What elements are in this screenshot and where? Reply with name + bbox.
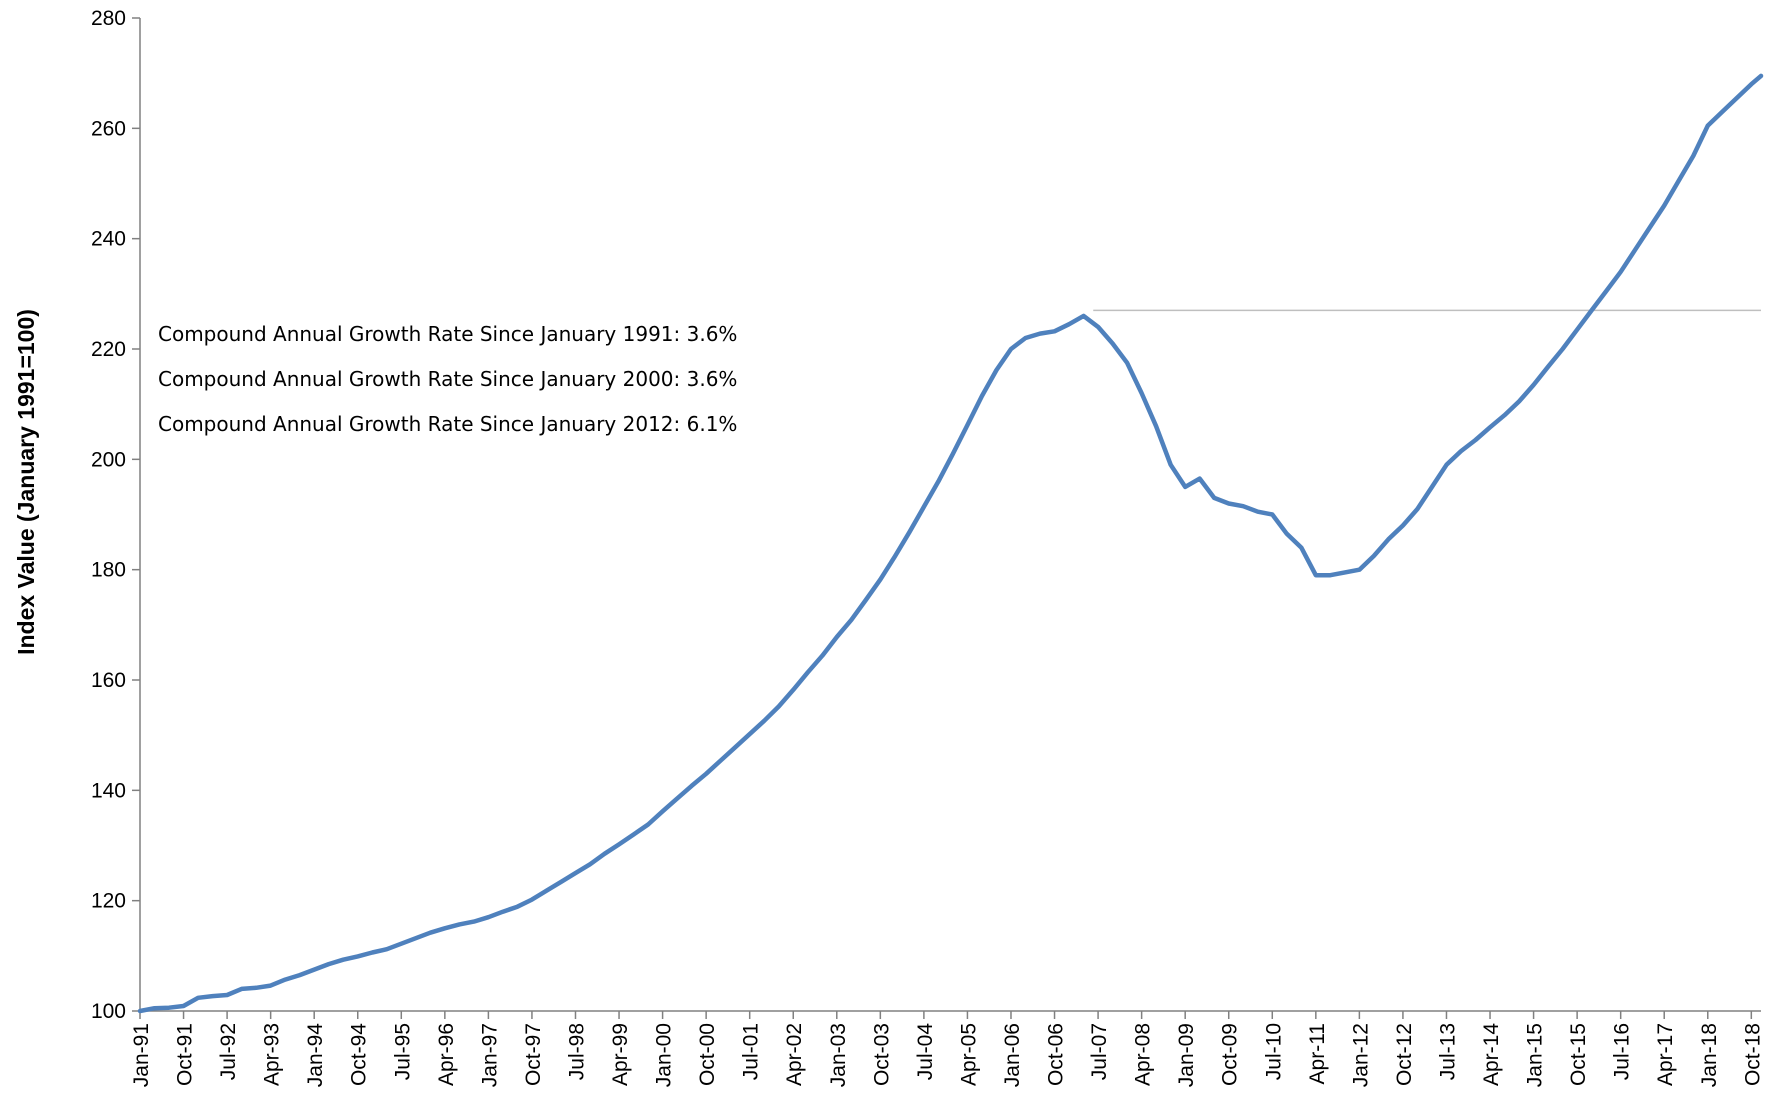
x-tick-label: Jan-94: [304, 1023, 327, 1088]
x-tick-label: Oct-06: [1045, 1023, 1068, 1086]
x-tick-label: Oct-15: [1567, 1023, 1590, 1086]
x-tick-label: Oct-18: [1741, 1023, 1764, 1086]
x-tick-label: Jan-12: [1349, 1023, 1372, 1087]
x-tick-label: Oct-09: [1219, 1023, 1242, 1086]
x-tick-label: Apr-05: [957, 1023, 980, 1086]
x-tick-label: Jul-07: [1088, 1023, 1111, 1080]
x-tick-label: Jan-15: [1524, 1023, 1547, 1087]
x-tick-label: Jul-10: [1262, 1023, 1285, 1080]
y-tick-label: 280: [91, 7, 126, 30]
x-tick-label: Oct-94: [348, 1023, 371, 1086]
x-tick-label: Oct-97: [522, 1023, 545, 1086]
x-tick-label: Oct-91: [174, 1023, 197, 1086]
x-tick-label: Apr-02: [783, 1023, 806, 1086]
series-line: [137, 73, 1764, 1014]
y-axis-title: Index Value (January 1991=100): [13, 309, 39, 655]
x-tick-label: Apr-08: [1132, 1023, 1155, 1086]
x-tick-label: Apr-96: [435, 1023, 458, 1086]
x-tick-label: Jul-01: [740, 1023, 763, 1080]
y-tick-label: 120: [91, 890, 126, 913]
y-tick-label: 200: [91, 448, 126, 471]
y-tick-label: 140: [91, 779, 126, 802]
x-tick-label: Jul-92: [217, 1023, 240, 1080]
y-tick-label: 240: [91, 228, 126, 251]
x-tick-label: Jul-04: [914, 1023, 937, 1081]
x-tick-label: Jul-13: [1436, 1023, 1459, 1080]
x-tick-label: Jul-98: [565, 1023, 588, 1080]
series-layer: [137, 73, 1764, 1014]
x-tick-label: Oct-00: [696, 1023, 719, 1086]
x-tick-label: Jul-95: [391, 1023, 414, 1080]
y-tick-label: 160: [91, 669, 126, 692]
x-tick-label: Apr-99: [609, 1023, 632, 1086]
y-tick-label: 220: [91, 338, 126, 361]
annotation-layer: Compound Annual Growth Rate Since Januar…: [158, 322, 737, 436]
x-axis: Jan-91 Oct-91 Jul-92 Apr-93 Jan-94 Oct-94 Jul-…: [130, 1010, 1764, 1088]
x-tick-label: Jan-97: [478, 1023, 501, 1087]
x-tick-label: Jan-18: [1698, 1023, 1721, 1087]
x-tick-label: Oct-12: [1393, 1023, 1416, 1086]
x-tick-label: Jan-00: [653, 1023, 676, 1087]
x-tick-label: Apr-14: [1480, 1023, 1503, 1086]
y-tick-label: 180: [91, 559, 126, 582]
cagr-annotation: Compound Annual Growth Rate Since Januar…: [158, 367, 737, 391]
x-tick-label: Jan-06: [1001, 1023, 1024, 1087]
cagr-annotation: Compound Annual Growth Rate Since Januar…: [158, 412, 737, 436]
y-tick-label: 100: [91, 1000, 126, 1023]
y-tick-label: 260: [91, 117, 126, 140]
x-tick-label: Apr-11: [1306, 1023, 1329, 1084]
x-tick-label: Jan-91: [130, 1023, 153, 1087]
y-axis: 100 120 140 160 180 200 220 240 260 280: [91, 7, 141, 1023]
x-tick-label: Jul-16: [1611, 1023, 1634, 1080]
x-tick-label: Apr-93: [261, 1023, 284, 1086]
x-tick-label: Jan-09: [1175, 1023, 1198, 1087]
x-tick-label: Oct-03: [870, 1023, 893, 1086]
cagr-annotation: Compound Annual Growth Rate Since Januar…: [158, 322, 737, 346]
x-tick-label: Jan-03: [827, 1023, 850, 1087]
x-tick-label: Apr-17: [1654, 1023, 1677, 1086]
